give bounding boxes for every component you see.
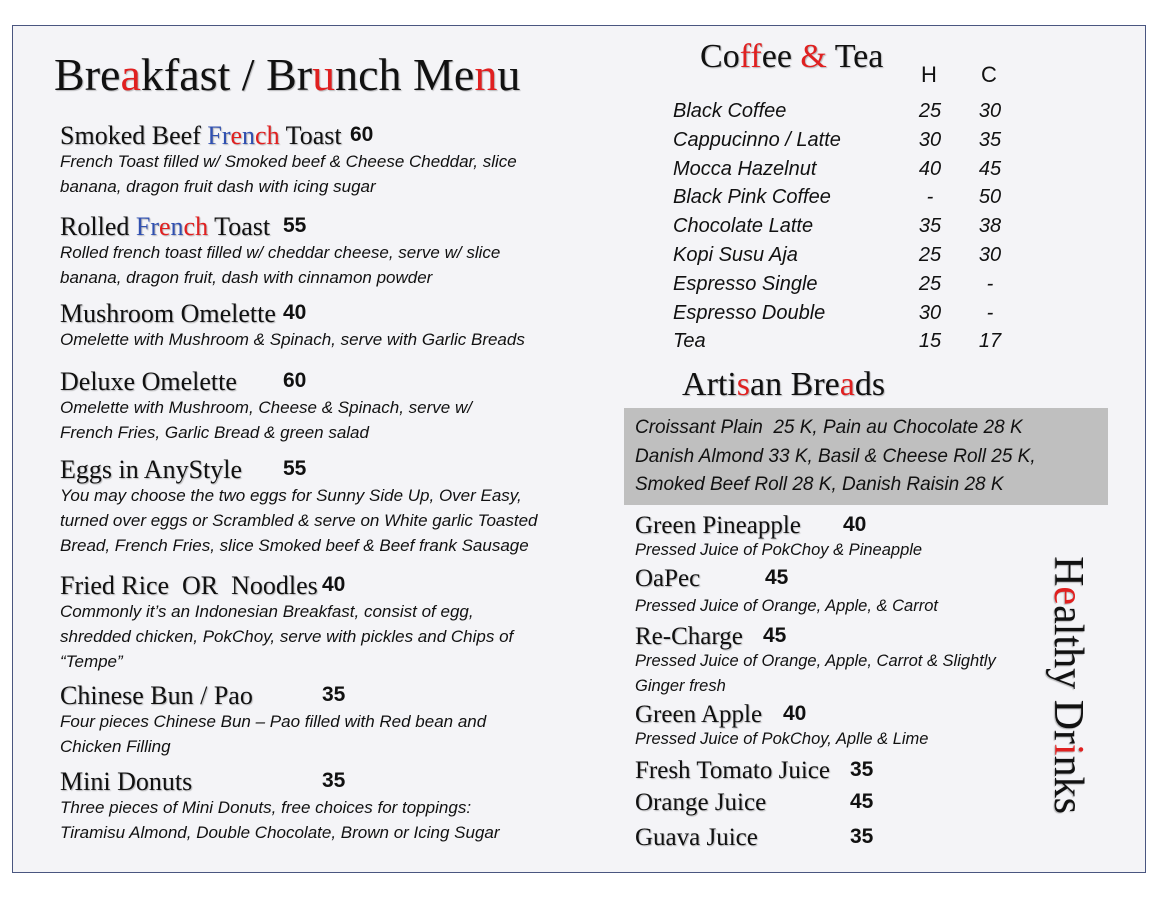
juice-description: Ginger fresh [635, 677, 726, 695]
item-price: 55 [283, 457, 307, 480]
item-name: Rolled French Toast [60, 212, 271, 241]
juice-description: Pressed Juice of Orange, Apple, Carrot &… [635, 652, 996, 670]
drink-name: Espresso Single [673, 272, 818, 295]
item-description: Four pieces Chinese Bun – Pao filled wit… [60, 712, 487, 731]
juice-name: Green Pineapple [635, 512, 801, 539]
item-description: Rolled french toast filled w/ cheddar ch… [60, 243, 501, 262]
hot-price: 15 [918, 330, 942, 353]
juice-name: Orange Juice [635, 789, 767, 816]
item-price: 40 [283, 301, 307, 324]
juice-name: Re-Charge [635, 623, 743, 650]
juice-price: 45 [850, 790, 874, 813]
juice-description: Pressed Juice of Orange, Apple, & Carrot [635, 597, 938, 615]
item-description: Chicken Filling [60, 737, 171, 756]
drink-name: Black Coffee [673, 100, 787, 122]
item-price: 35 [322, 769, 346, 792]
item-name: Deluxe Omelette [60, 367, 237, 396]
drink-name: Kopi Susu Aja [673, 244, 798, 266]
hot-price: 35 [918, 215, 942, 238]
drink-name: Chocolate Latte [673, 215, 814, 238]
item-description: You may choose the two eggs for Sunny Si… [60, 486, 522, 505]
cold-price: - [986, 272, 994, 295]
item-price: 35 [322, 683, 346, 706]
section-title: Coffee & Tea [700, 38, 884, 75]
column-header: C [981, 62, 997, 87]
juice-description: Pressed Juice of PokChoy & Pineapple [635, 541, 923, 559]
juice-price: 45 [763, 624, 787, 647]
cold-price: 50 [978, 186, 1002, 209]
item-name: Fried Rice OR Noodles [60, 571, 318, 600]
hot-price: 40 [918, 157, 942, 180]
juice-price: 35 [850, 825, 874, 848]
cold-price: - [986, 301, 994, 324]
item-description: Omelette with Mushroom, Cheese & Spinach… [60, 398, 472, 417]
bread-line: Smoked Beef Roll 28 K, Danish Raisin 28 … [635, 474, 1004, 495]
item-description: “Tempe” [60, 652, 123, 671]
juice-price: 40 [843, 513, 867, 536]
hot-price: 30 [918, 301, 942, 324]
juice-name: Guava Juice [635, 824, 758, 851]
item-description: Commonly it’s an Indonesian Breakfast, c… [60, 602, 474, 621]
menu-title: Breakfast / Brunch Menu [54, 49, 521, 100]
juice-price: 40 [783, 702, 807, 725]
hot-price: 25 [918, 272, 942, 295]
cold-price: 38 [978, 215, 1002, 238]
drink-name: Cappucinno / Latte [673, 128, 841, 151]
item-description: Tiramisu Almond, Double Chocolate, Brown… [60, 823, 500, 842]
cold-price: 30 [978, 244, 1002, 266]
item-description: Bread, French Fries, slice Smoked beef &… [60, 536, 529, 555]
bread-box [624, 408, 1108, 505]
item-price: 60 [350, 123, 374, 146]
hot-price: 30 [918, 128, 942, 151]
juice-name: Fresh Tomato Juice [635, 757, 830, 784]
item-description: banana, dragon fruit dash with icing sug… [60, 177, 376, 196]
item-name: Eggs in AnyStyle [60, 455, 243, 484]
juice-name: OaPec [635, 565, 701, 592]
hot-price: 25 [918, 100, 942, 122]
drink-name: Tea [673, 330, 706, 353]
hot-price: 25 [918, 244, 942, 266]
item-description: Three pieces of Mini Donuts, free choice… [60, 798, 472, 817]
drink-name: Black Pink Coffee [673, 186, 831, 209]
item-name: Smoked Beef French Toast [60, 121, 342, 150]
item-description: banana, dragon fruit, dash with cinnamon… [60, 268, 433, 287]
item-description: shredded chicken, PokChoy, serve with pi… [60, 627, 514, 646]
column-header: H [921, 62, 937, 87]
item-description: Omelette with Mushroom & Spinach, serve … [60, 330, 525, 349]
item-description: French Toast filled w/ Smoked beef & Che… [60, 152, 517, 171]
item-description: turned over eggs or Scrambled & serve on… [60, 511, 538, 530]
bread-line: Danish Almond 33 K, Basil & Cheese Roll … [635, 445, 1036, 467]
item-description: French Fries, Garlic Bread & green salad [60, 423, 369, 442]
drink-name: Mocca Hazelnut [673, 157, 817, 180]
juice-price: 45 [765, 566, 789, 589]
cold-price: 30 [978, 100, 1002, 122]
juice-price: 35 [850, 758, 874, 781]
item-price: 60 [283, 369, 307, 392]
drink-name: Espresso Double [673, 301, 826, 324]
section-title: Healthy Drinks [1045, 556, 1091, 814]
juice-name: Green Apple [635, 701, 763, 728]
item-name: Mini Donuts [60, 767, 193, 796]
item-price: 55 [283, 214, 307, 237]
section-title: Artisan Breads [682, 366, 886, 403]
cold-price: 45 [978, 157, 1002, 180]
cold-price: 17 [978, 330, 1002, 353]
item-name: Mushroom Omelette [60, 299, 276, 328]
item-price: 40 [322, 573, 346, 596]
hot-price: - [926, 186, 934, 209]
cold-price: 35 [978, 128, 1002, 151]
juice-description: Pressed Juice of PokChoy, Aplle & Lime [635, 730, 929, 748]
item-name: Chinese Bun / Pao [60, 681, 253, 710]
bread-line: Croissant Plain 25 K, Pain au Chocolate … [635, 417, 1023, 438]
